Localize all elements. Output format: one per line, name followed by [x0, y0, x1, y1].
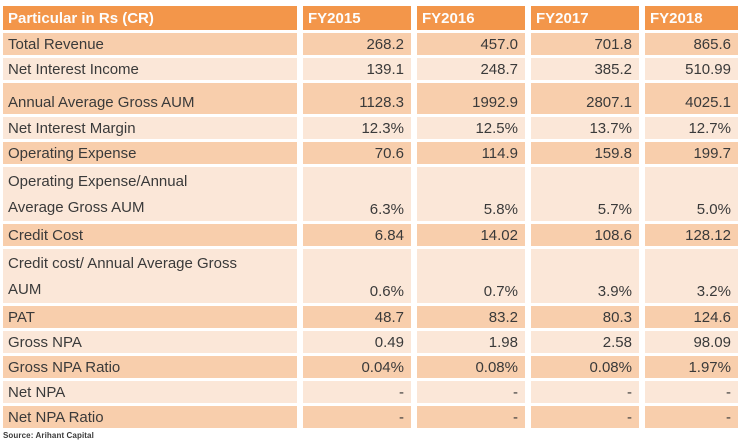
row-label: Gross NPA Ratio [3, 356, 297, 378]
value-cell: 1.97% [645, 356, 738, 378]
table-row-gross-npa-ratio: Gross NPA Ratio 0.04% 0.08% 0.08% 1.97% [3, 356, 738, 378]
table-row-pat: PAT 48.7 83.2 80.3 124.6 [3, 306, 738, 328]
value-cell: 98.09 [645, 331, 738, 353]
value-cell: 108.6 [531, 224, 639, 246]
table-row-gross-npa: Gross NPA 0.49 1.98 2.58 98.09 [3, 331, 738, 353]
row-label: Gross NPA [3, 331, 297, 353]
value-cell: 124.6 [645, 306, 738, 328]
row-label: Net Interest Income [3, 58, 297, 80]
value-cell: 12.5% [417, 117, 525, 139]
row-label: Net NPA Ratio [3, 406, 297, 428]
value-cell: 0.6% [303, 249, 411, 303]
row-label: Total Revenue [3, 33, 297, 55]
value-cell: 268.2 [303, 33, 411, 55]
value-cell: 248.7 [417, 58, 525, 80]
value-cell: 80.3 [531, 306, 639, 328]
value-cell: - [303, 381, 411, 403]
value-cell: 48.7 [303, 306, 411, 328]
row-label: Net NPA [3, 381, 297, 403]
table-row-net-interest-income: Net Interest Income 139.1 248.7 385.2 51… [3, 58, 738, 80]
table-row-net-npa: Net NPA - - - - [3, 381, 738, 403]
row-label: Credit Cost [3, 224, 297, 246]
value-cell: 128.12 [645, 224, 738, 246]
table-row-total-revenue: Total Revenue 268.2 457.0 701.8 865.6 [3, 33, 738, 55]
value-cell: 6.84 [303, 224, 411, 246]
value-cell: 5.8% [417, 167, 525, 221]
value-cell: 13.7% [531, 117, 639, 139]
value-cell: 2.58 [531, 331, 639, 353]
row-label: Operating Expense [3, 142, 297, 164]
value-cell: 0.7% [417, 249, 525, 303]
value-cell: 159.8 [531, 142, 639, 164]
value-cell: 1.98 [417, 331, 525, 353]
row-label: Credit cost/ Annual Average Gross AUM [3, 249, 297, 303]
value-cell: - [417, 406, 525, 428]
value-cell: - [645, 406, 738, 428]
value-cell: 457.0 [417, 33, 525, 55]
value-cell: 510.99 [645, 58, 738, 80]
table-row-net-npa-ratio: Net NPA Ratio - - - - [3, 406, 738, 428]
header-cell-fy2016: FY2016 [417, 6, 525, 30]
value-cell: 701.8 [531, 33, 639, 55]
row-label: Net Interest Margin [3, 117, 297, 139]
value-cell: - [531, 406, 639, 428]
value-cell: 12.7% [645, 117, 738, 139]
table-header-row: Particular in Rs (CR) FY2015 FY2016 FY20… [3, 6, 738, 30]
value-cell: 5.0% [645, 167, 738, 221]
header-cell-fy2015: FY2015 [303, 6, 411, 30]
value-cell: 5.7% [531, 167, 639, 221]
table-row-credit-cost-to-aum: Credit cost/ Annual Average Gross AUM 0.… [3, 249, 738, 303]
value-cell: - [417, 381, 525, 403]
value-cell: 14.02 [417, 224, 525, 246]
source-note: Source: Arihant Capital [3, 431, 94, 440]
value-cell: 0.04% [303, 356, 411, 378]
value-cell: 3.9% [531, 249, 639, 303]
value-cell: 2807.1 [531, 83, 639, 114]
value-cell: 114.9 [417, 142, 525, 164]
financial-table: Particular in Rs (CR) FY2015 FY2016 FY20… [3, 6, 738, 428]
value-cell: 199.7 [645, 142, 738, 164]
value-cell: 1128.3 [303, 83, 411, 114]
table-row-credit-cost: Credit Cost 6.84 14.02 108.6 128.12 [3, 224, 738, 246]
table-row-opex-to-aum: Operating Expense/Annual Average Gross A… [3, 167, 738, 221]
value-cell: 0.08% [531, 356, 639, 378]
value-cell: - [531, 381, 639, 403]
value-cell: 1992.9 [417, 83, 525, 114]
table-row-net-interest-margin: Net Interest Margin 12.3% 12.5% 13.7% 12… [3, 117, 738, 139]
header-cell-particular: Particular in Rs (CR) [3, 6, 297, 30]
value-cell: 83.2 [417, 306, 525, 328]
value-cell: 12.3% [303, 117, 411, 139]
value-cell: 3.2% [645, 249, 738, 303]
table-row-operating-expense: Operating Expense 70.6 114.9 159.8 199.7 [3, 142, 738, 164]
row-label: Annual Average Gross AUM [3, 83, 297, 114]
value-cell: 385.2 [531, 58, 639, 80]
value-cell: 0.08% [417, 356, 525, 378]
row-label: Operating Expense/Annual Average Gross A… [3, 167, 297, 221]
value-cell: 0.49 [303, 331, 411, 353]
value-cell: 6.3% [303, 167, 411, 221]
value-cell: 139.1 [303, 58, 411, 80]
value-cell: 4025.1 [645, 83, 738, 114]
value-cell: - [303, 406, 411, 428]
value-cell: 865.6 [645, 33, 738, 55]
row-label: PAT [3, 306, 297, 328]
value-cell: 70.6 [303, 142, 411, 164]
header-cell-fy2018: FY2018 [645, 6, 738, 30]
header-cell-fy2017: FY2017 [531, 6, 639, 30]
value-cell: - [645, 381, 738, 403]
table-row-annual-average-gross-aum: Annual Average Gross AUM 1128.3 1992.9 2… [3, 83, 738, 114]
